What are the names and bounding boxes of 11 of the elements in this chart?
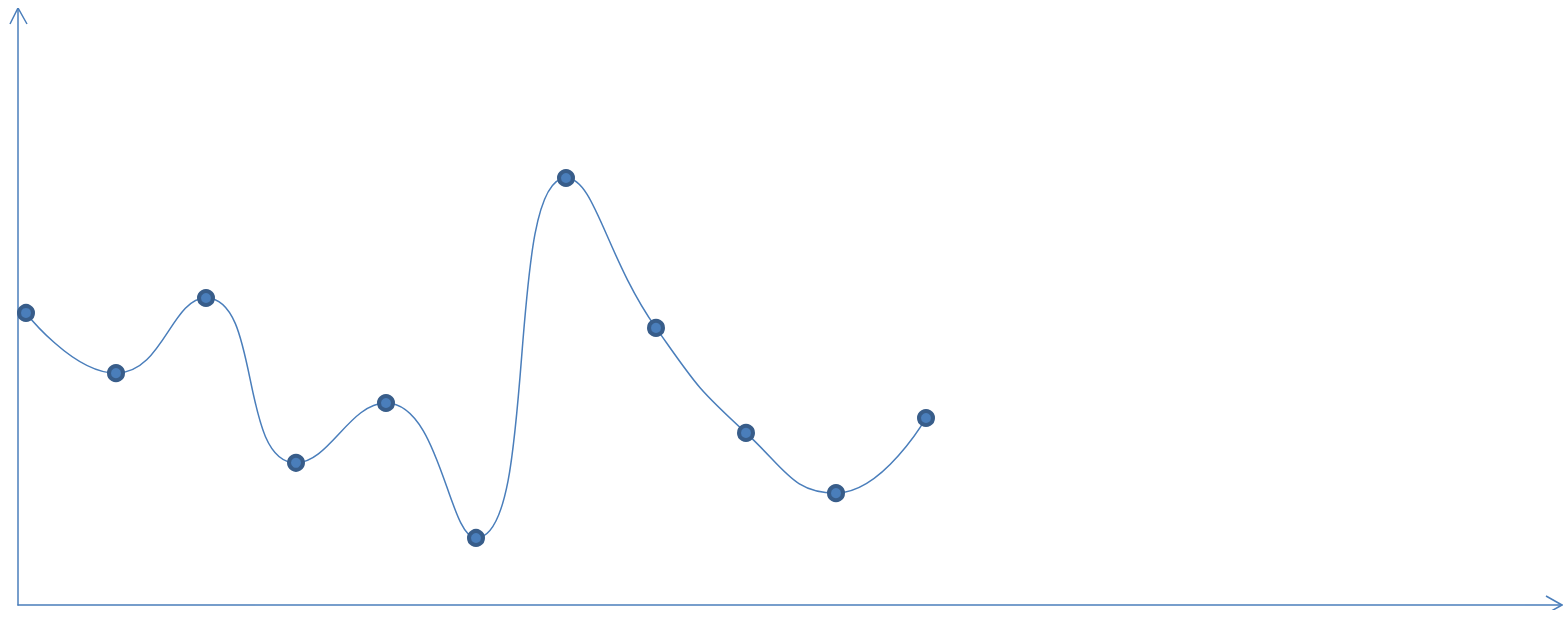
point (467, 528, 485, 547)
point (917, 408, 935, 427)
point (557, 169, 575, 187)
point (107, 364, 125, 383)
point (827, 484, 845, 503)
point (287, 453, 305, 472)
point (197, 288, 215, 307)
point (377, 394, 395, 413)
point (17, 303, 35, 322)
point (737, 423, 755, 442)
point (647, 318, 665, 337)
